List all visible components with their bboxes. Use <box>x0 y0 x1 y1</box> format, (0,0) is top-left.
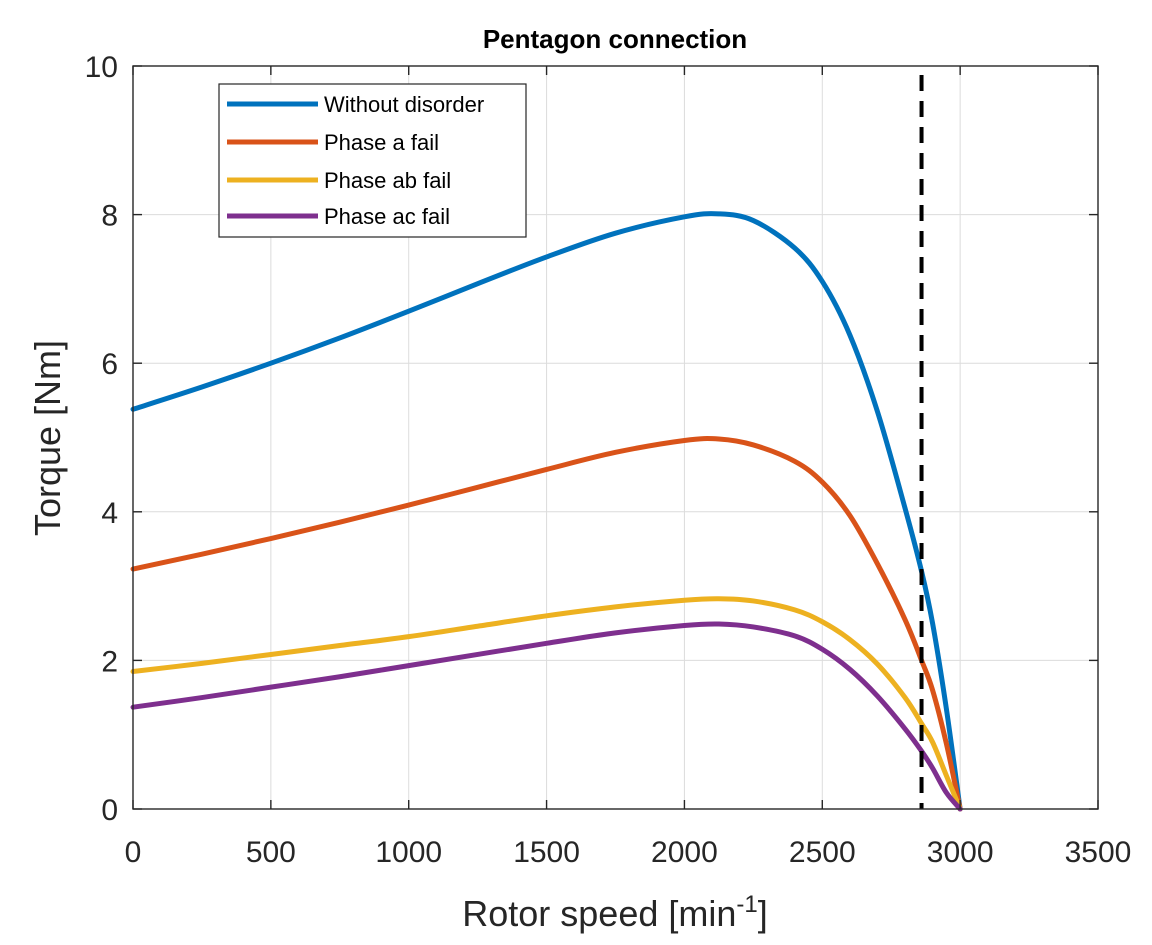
series-line-phase-ac-fail <box>130 621 963 812</box>
legend: Without disorder Phase a fail Phase ab f… <box>218 83 527 238</box>
x-tick-label: 0 <box>125 836 142 869</box>
series-line-phase-ab-fail <box>130 596 963 812</box>
x-tick-labels: 0 500 1000 1500 2000 2500 3000 3500 <box>125 836 1132 869</box>
x-axis-label: Rotor speed [min-1] <box>462 891 768 934</box>
y-tick-label: 6 <box>101 348 118 381</box>
y-tick-label: 10 <box>85 51 118 84</box>
plot-frame <box>132 65 1099 810</box>
legend-label-phase-a-fail: Phase a fail <box>324 130 439 155</box>
legend-label-phase-ac-fail: Phase ac fail <box>324 204 450 229</box>
x-tick-label: 500 <box>246 836 296 869</box>
y-tick-label: 4 <box>101 497 118 530</box>
legend-label-phase-ab-fail: Phase ab fail <box>324 168 451 193</box>
y-axis-label: Torque [Nm] <box>27 340 68 536</box>
x-axis-label-end: ] <box>758 893 768 934</box>
x-tick-label: 2500 <box>789 836 856 869</box>
chart-title: Pentagon connection <box>483 24 747 54</box>
x-axis-label-main: Rotor speed [min <box>462 893 736 934</box>
legend-label-without-disorder: Without disorder <box>324 92 484 117</box>
x-tick-label: 1500 <box>513 836 580 869</box>
y-tick-label: 8 <box>101 200 118 233</box>
ticks <box>132 65 1099 810</box>
x-tick-label: 3500 <box>1065 836 1132 869</box>
y-tick-labels: 0 2 4 6 8 10 <box>85 51 118 827</box>
x-tick-label: 2000 <box>651 836 718 869</box>
y-tick-label: 0 <box>101 794 118 827</box>
x-axis-label-sup: -1 <box>736 891 757 918</box>
y-tick-label: 2 <box>101 645 118 678</box>
series-layer <box>130 211 963 812</box>
legend-box <box>218 83 527 238</box>
x-tick-label: 1000 <box>375 836 442 869</box>
x-tick-label: 3000 <box>927 836 994 869</box>
series-line-phase-a-fail <box>130 436 963 812</box>
